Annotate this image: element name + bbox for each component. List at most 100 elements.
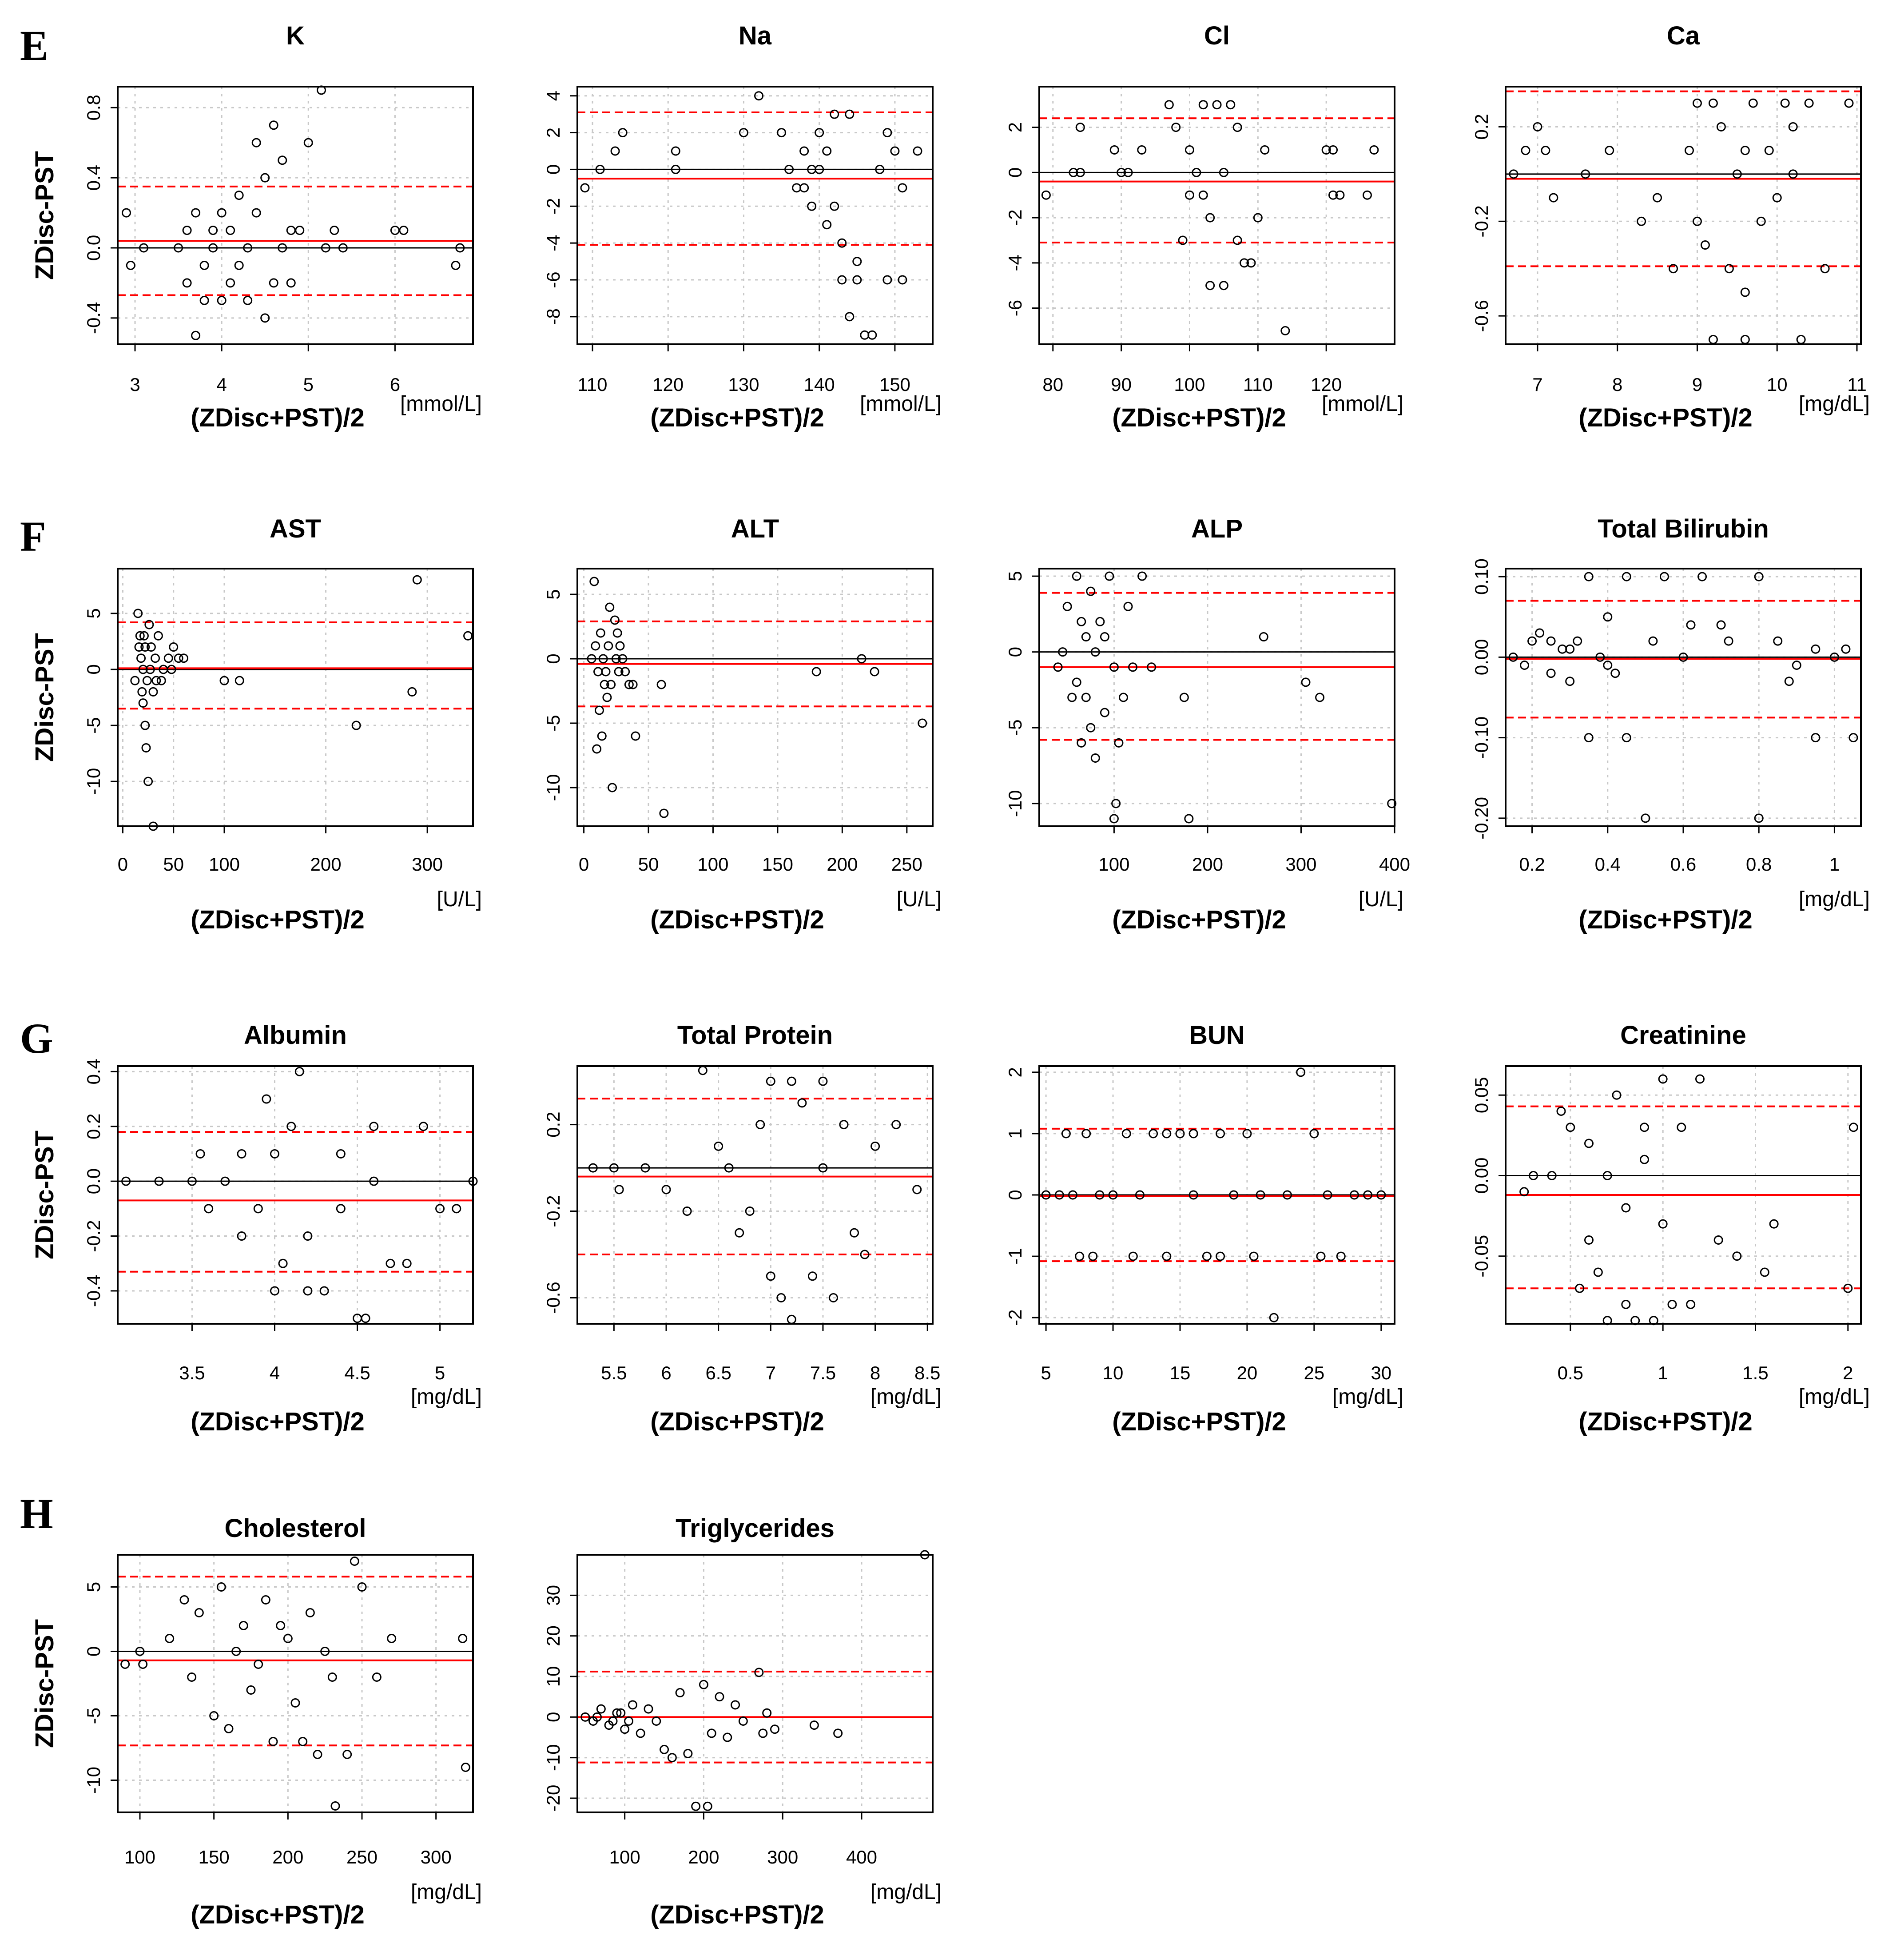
- y-tick-label: -5: [1005, 720, 1026, 736]
- plot-frame: [117, 86, 474, 345]
- x-tick-label: 8: [1612, 374, 1622, 395]
- chart-title: Na: [739, 21, 772, 50]
- data-point: [1648, 636, 1658, 646]
- x-tick-label: 8: [870, 1362, 880, 1383]
- data-point: [151, 653, 160, 663]
- y-tick-label: -1: [1005, 1248, 1026, 1264]
- chart-cholesterol: Cholesterol 100 150 200 250 300 -10 -5 0 5 [mg/dL]…: [30, 1514, 482, 1929]
- data-point: [1697, 572, 1707, 581]
- x-tick-label: 50: [638, 854, 659, 875]
- unit-label: [mg/dL]: [1332, 1385, 1403, 1409]
- data-point: [1811, 644, 1821, 654]
- data-point: [890, 146, 900, 156]
- plot-frame: [576, 1065, 934, 1325]
- data-point: [243, 243, 253, 253]
- data-point: [857, 654, 867, 664]
- unit-label: [mg/dL]: [411, 1385, 482, 1409]
- data-point: [1067, 693, 1077, 702]
- unit-label: [mg/dL]: [1799, 888, 1870, 911]
- x-tick-label: 11: [1847, 374, 1867, 395]
- data-point: [1796, 334, 1806, 344]
- data-point: [683, 1749, 693, 1759]
- data-point: [294, 1067, 304, 1076]
- data-point: [1296, 1067, 1306, 1077]
- data-point: [455, 243, 465, 253]
- data-point: [580, 183, 590, 193]
- data-point: [1090, 753, 1100, 763]
- data-point: [179, 1595, 189, 1605]
- data-point: [1669, 264, 1678, 274]
- data-point: [703, 1801, 712, 1811]
- data-point: [1769, 1219, 1779, 1229]
- data-point: [1621, 1300, 1631, 1309]
- data-point: [194, 1608, 204, 1617]
- data-point: [451, 260, 461, 270]
- data-point: [745, 1206, 755, 1216]
- data-point: [1171, 123, 1181, 132]
- data-point: [1242, 1129, 1252, 1139]
- x-axis-label: (ZDisc+PST)/2: [650, 1407, 824, 1436]
- data-point: [1095, 1190, 1105, 1200]
- data-point: [1316, 1251, 1326, 1261]
- data-point: [787, 1076, 796, 1086]
- data-point: [1640, 1123, 1649, 1132]
- data-point: [731, 1700, 740, 1710]
- data-point: [303, 1231, 313, 1241]
- data-point: [875, 164, 885, 174]
- data-point: [187, 1672, 197, 1682]
- data-point: [618, 128, 628, 138]
- data-point: [1754, 572, 1764, 581]
- data-point: [1653, 193, 1662, 203]
- data-point: [1147, 662, 1157, 672]
- x-axis-label: (ZDisc+PST)/2: [1112, 905, 1286, 934]
- data-point: [1811, 733, 1821, 743]
- x-tick-label: 100: [609, 1847, 640, 1867]
- data-point: [1075, 1251, 1085, 1261]
- data-point: [1185, 145, 1194, 155]
- data-point: [867, 330, 877, 340]
- data-point: [145, 665, 155, 674]
- data-point: [1135, 1190, 1145, 1200]
- data-point: [140, 642, 150, 652]
- data-point: [593, 667, 603, 677]
- data-point: [290, 1698, 300, 1708]
- x-tick-label: 100: [209, 854, 240, 875]
- data-point: [260, 173, 270, 183]
- data-point: [336, 1149, 346, 1159]
- data-point: [1610, 669, 1620, 678]
- x-tick-label: 200: [272, 1847, 303, 1867]
- chart-title: Creatinine: [1620, 1021, 1746, 1050]
- unit-label: [mmol/L]: [400, 392, 482, 416]
- data-point: [1328, 145, 1338, 155]
- unit-label: [mmol/L]: [1322, 392, 1403, 416]
- plot-frame: [576, 568, 934, 827]
- data-point: [602, 693, 612, 702]
- data-point: [1240, 258, 1249, 268]
- plot-frame: [117, 1065, 474, 1325]
- chart-title: ALP: [1191, 514, 1243, 543]
- data-point: [822, 220, 832, 230]
- x-tick-label: 25: [1304, 1362, 1325, 1383]
- data-point: [195, 1149, 205, 1159]
- x-tick-label: 7: [766, 1362, 776, 1383]
- data-point: [1109, 662, 1119, 672]
- data-point: [612, 1708, 622, 1718]
- y-axis-label: ZDisc-PST: [30, 1619, 59, 1748]
- data-point: [837, 238, 847, 248]
- data-point: [828, 1293, 838, 1303]
- chart-title: Total Bilirubin: [1598, 514, 1769, 543]
- x-tick-label: 300: [1285, 854, 1316, 875]
- data-point: [154, 1176, 164, 1186]
- data-point: [278, 1258, 288, 1268]
- data-point: [179, 653, 189, 663]
- unit-label: [U/L]: [1359, 888, 1403, 911]
- panel-label-e: E: [20, 22, 48, 69]
- data-point: [1780, 98, 1790, 108]
- y-axis-label: ZDisc-PST: [30, 1131, 59, 1259]
- x-tick-label: 140: [804, 374, 835, 395]
- x-tick-label: 50: [163, 854, 184, 875]
- data-point: [182, 226, 192, 235]
- data-point: [1527, 636, 1537, 646]
- data-point: [1565, 677, 1575, 686]
- data-point: [591, 641, 600, 651]
